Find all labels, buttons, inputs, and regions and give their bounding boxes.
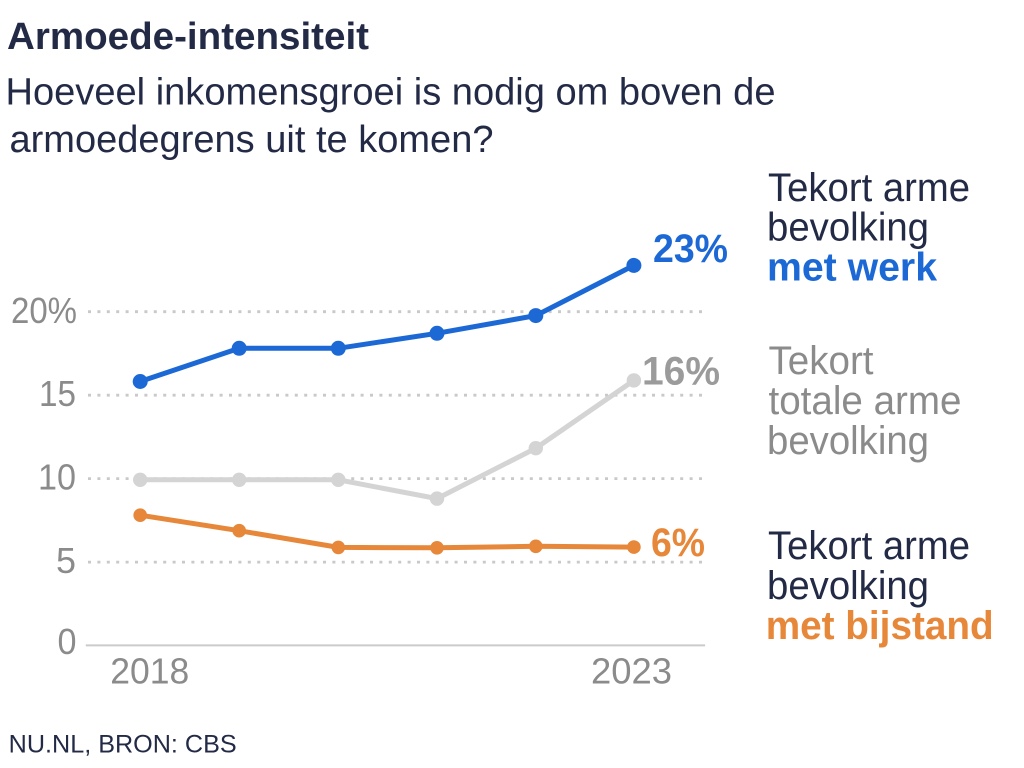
svg-text:armoedegrens uit te komen?: armoedegrens uit te komen?	[10, 119, 494, 161]
svg-text:bevolking: bevolking	[767, 206, 929, 250]
svg-text:Hoeveel inkomensgroei is nodig: Hoeveel inkomensgroei is nodig om boven …	[6, 72, 776, 114]
svg-text:15: 15	[39, 373, 76, 414]
svg-text:Tekort arme: Tekort arme	[768, 166, 970, 210]
svg-text:16%: 16%	[642, 350, 720, 394]
svg-text:totale arme: totale arme	[769, 379, 962, 423]
svg-text:20%: 20%	[11, 290, 77, 331]
svg-text:10: 10	[38, 457, 76, 498]
svg-text:met bijstand: met bijstand	[766, 604, 994, 648]
svg-text:NU.NL, BRON: CBS: NU.NL, BRON: CBS	[9, 730, 237, 758]
svg-text:2023: 2023	[591, 650, 672, 691]
svg-text:bevolking: bevolking	[767, 564, 929, 608]
svg-text:0: 0	[58, 621, 77, 662]
svg-text:6%: 6%	[651, 521, 705, 565]
svg-text:Tekort arme: Tekort arme	[768, 524, 970, 568]
svg-text:2018: 2018	[110, 650, 189, 691]
svg-text:23%: 23%	[653, 227, 728, 271]
svg-text:bevolking: bevolking	[767, 419, 929, 463]
svg-text:Tekort: Tekort	[769, 339, 874, 383]
svg-text:met werk: met werk	[767, 245, 938, 289]
svg-text:5: 5	[56, 540, 76, 581]
svg-text:Armoede-intensiteit: Armoede-intensiteit	[7, 16, 369, 58]
